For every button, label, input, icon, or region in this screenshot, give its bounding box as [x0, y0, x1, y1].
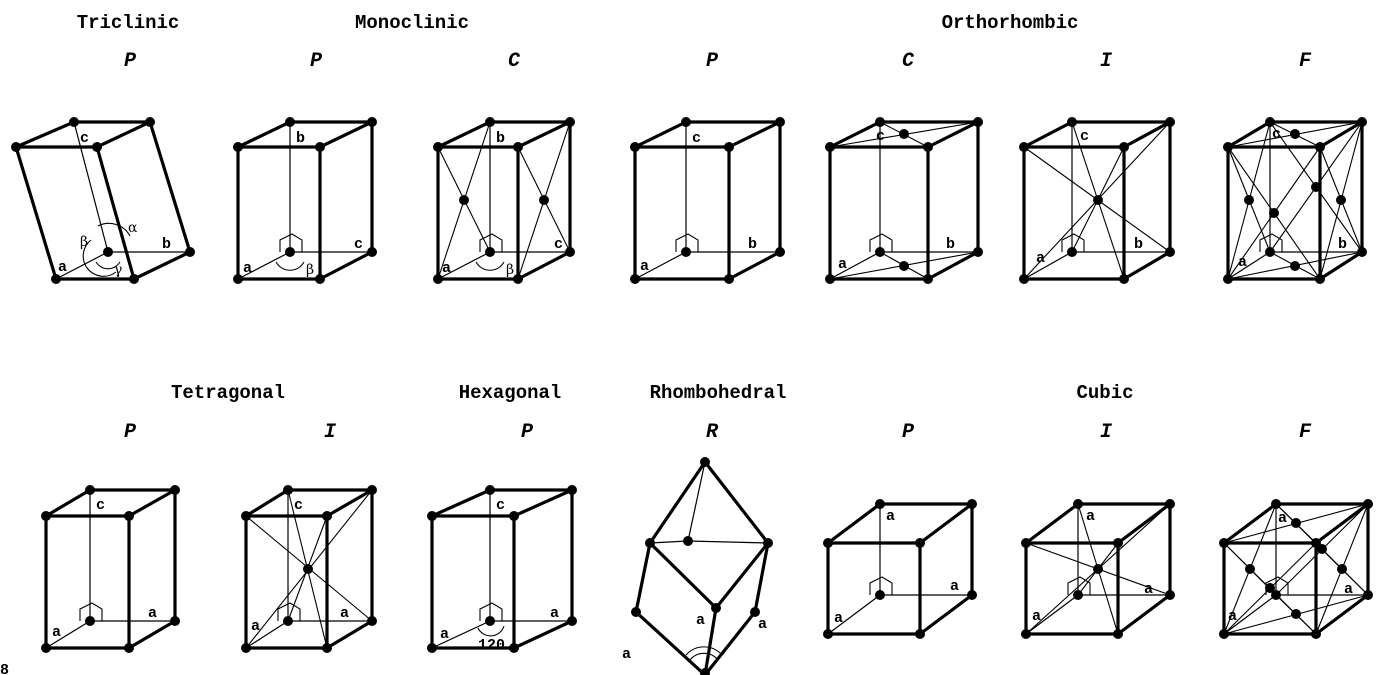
cell-cubic-i: a a a [1021, 499, 1175, 639]
cell-orthorhombic-p: c b a [630, 117, 785, 284]
axis-a3: a [758, 616, 767, 633]
system-hexagonal: Hexagonal [459, 382, 562, 404]
cell-monoclinic-c: b c a β [433, 117, 575, 284]
axis-c: c [354, 236, 363, 253]
axis-a1: a [622, 646, 631, 663]
axis-c: c [294, 497, 303, 514]
axis-a2: a [148, 605, 157, 622]
angle-beta: β [506, 262, 514, 278]
axis-b: b [296, 130, 305, 147]
axis-a2: a [950, 578, 959, 595]
cell-orthorhombic-c: c b a [825, 117, 983, 284]
axis-a2: a [1344, 581, 1353, 598]
angle-alpha: α [128, 220, 138, 236]
cell-monoclinic-p: b c a β [233, 117, 377, 284]
centering-cubic-p: P [902, 421, 914, 444]
cell-tetragonal-p: c a a [41, 485, 180, 653]
centering-rhombohedral-r: R [706, 421, 719, 444]
axis-a1: a [1228, 608, 1237, 625]
cell-tetragonal-i: c a a [241, 485, 377, 653]
axis-a2: a [340, 605, 349, 622]
axis-a1: a [440, 626, 449, 643]
axis-a3: a [886, 508, 895, 525]
centering-tetragonal-i: I [324, 421, 337, 444]
axis-a: a [58, 259, 67, 276]
axis-a: a [442, 260, 451, 277]
axis-a3: a [1086, 508, 1095, 525]
axis-b: b [162, 236, 171, 253]
axis-c: c [96, 497, 105, 514]
axis-a1: a [1032, 608, 1041, 625]
angle-gamma: γ [114, 262, 122, 278]
axis-a1: a [251, 618, 260, 635]
angle-beta: β [80, 234, 88, 250]
centering-monoclinic-p: P [310, 50, 322, 73]
system-triclinic: Triclinic [77, 12, 180, 34]
cell-orthorhombic-f: c b a [1223, 117, 1367, 284]
axis-c: c [1272, 126, 1281, 143]
cell-cubic-f: a a a [1219, 499, 1373, 639]
axis-b: b [1134, 236, 1143, 253]
axis-b: b [748, 236, 757, 253]
system-rhombohedral: Rhombohedral [650, 382, 787, 404]
cell-rhombohedral-r: a a a [622, 457, 773, 675]
system-monoclinic: Monoclinic [355, 12, 469, 34]
system-tetragonal: Tetragonal [171, 382, 285, 404]
cell-orthorhombic-i: c b a [1019, 117, 1175, 284]
system-orthorhombic: Orthorhombic [942, 12, 1079, 34]
centering-orthorhombic-p: P [706, 50, 718, 73]
axis-a: a [838, 256, 847, 273]
centering-triclinic-p: P [124, 50, 136, 73]
axis-c: c [554, 236, 563, 253]
axis-a2: a [550, 605, 559, 622]
centering-cubic-f: F [1299, 421, 1312, 444]
axis-c: c [496, 497, 505, 514]
centering-cubic-i: I [1100, 421, 1113, 444]
centering-orthorhombic-f: F [1299, 50, 1312, 73]
angle-beta: β [306, 262, 314, 278]
axis-b: b [1338, 236, 1347, 253]
axis-a2: a [1144, 581, 1153, 598]
cell-triclinic-p: c b a α β γ [11, 117, 195, 284]
centering-tetragonal-p: P [124, 421, 136, 444]
axis-c: c [876, 128, 885, 145]
axis-a: a [1036, 250, 1045, 267]
axis-a: a [640, 258, 649, 275]
axis-c: c [80, 130, 89, 147]
axis-a: a [1238, 254, 1247, 271]
axis-a3: a [1278, 510, 1287, 527]
cell-hexagonal-p: c a a 120 [427, 485, 577, 654]
axis-c: c [1080, 128, 1089, 145]
axis-b: b [496, 130, 505, 147]
axis-b: b [946, 236, 955, 253]
centering-orthorhombic-i: I [1100, 50, 1113, 73]
axis-a2: a [696, 612, 705, 629]
cell-cubic-p: a a a [823, 499, 977, 639]
axis-c: c [692, 130, 701, 147]
axis-a1: a [52, 624, 61, 641]
system-cubic: Cubic [1076, 382, 1133, 404]
axis-a1: a [834, 610, 843, 627]
centering-hexagonal-p: P [521, 421, 533, 444]
corner-mark: 8 [0, 662, 9, 675]
centering-orthorhombic-c: C [902, 50, 915, 73]
angle-120: 120 [478, 637, 505, 654]
centering-monoclinic-c: C [508, 50, 521, 73]
axis-a: a [243, 260, 252, 277]
